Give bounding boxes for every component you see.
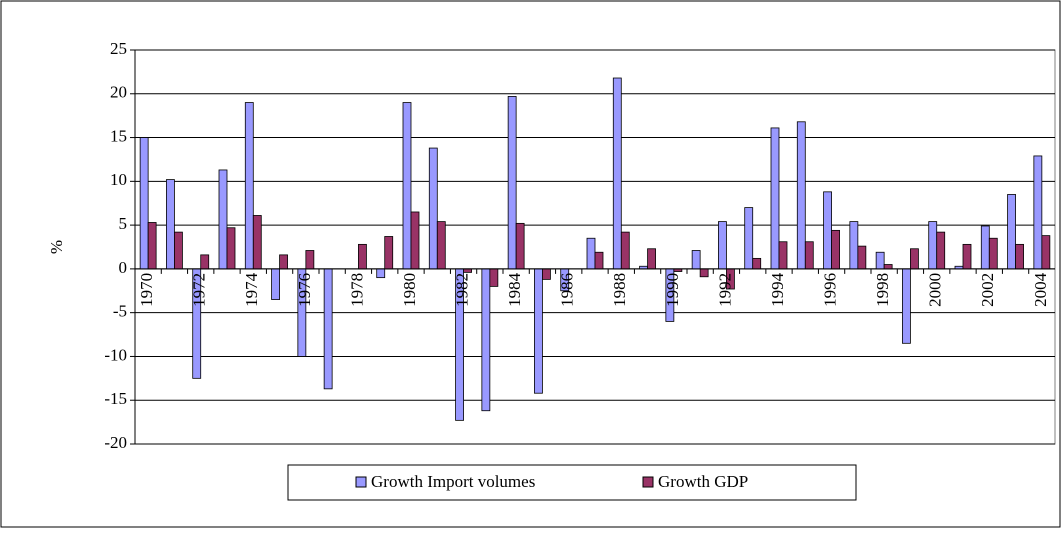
bar <box>226 227 236 270</box>
x-tick-label: 1986 <box>558 273 577 307</box>
bar <box>1007 194 1016 270</box>
bar <box>534 268 543 394</box>
y-tick-label: -10 <box>104 345 127 364</box>
bar <box>305 250 315 270</box>
bar <box>857 245 867 270</box>
bar <box>463 268 472 273</box>
y-tick-label: 25 <box>110 39 127 58</box>
bar <box>166 179 175 270</box>
bar <box>515 222 525 270</box>
y-tick-label: 10 <box>110 170 127 189</box>
bar <box>980 225 990 270</box>
bar <box>752 257 762 270</box>
bar <box>174 231 183 270</box>
x-tick-label: 1984 <box>505 272 524 307</box>
x-tick-label: 1972 <box>190 273 209 307</box>
bar <box>699 268 709 278</box>
x-tick-label: 1992 <box>715 273 734 307</box>
y-tick-label: -5 <box>113 302 127 321</box>
bar <box>252 215 262 270</box>
bar <box>279 254 288 270</box>
bar <box>770 127 780 270</box>
bar <box>271 268 280 300</box>
x-tick-label: 2000 <box>926 273 945 307</box>
x-tick-label: 1996 <box>820 273 839 307</box>
y-tick-label: 5 <box>119 214 128 233</box>
y-tick-label: -15 <box>104 389 127 408</box>
bar <box>489 268 499 287</box>
bar <box>402 102 412 270</box>
bar <box>647 248 656 270</box>
x-tick-label: 1974 <box>242 272 261 307</box>
bar <box>542 268 551 280</box>
y-tick-label: 15 <box>110 126 127 145</box>
legend-box <box>287 464 857 501</box>
x-tick-label: 1994 <box>768 272 787 307</box>
bar <box>218 169 228 270</box>
bar <box>410 211 420 270</box>
bar <box>831 229 840 270</box>
bar <box>323 268 333 390</box>
bar <box>612 77 622 270</box>
bar <box>910 248 919 270</box>
bar <box>436 221 446 270</box>
bar <box>718 221 727 270</box>
bar <box>139 137 149 270</box>
bar <box>594 251 604 270</box>
bar <box>936 231 946 270</box>
bar <box>962 243 972 270</box>
bar <box>384 236 394 270</box>
bar <box>358 243 367 270</box>
x-tick-label: 1976 <box>295 273 314 307</box>
bar <box>849 221 859 270</box>
bar <box>902 268 911 344</box>
bar <box>586 237 596 270</box>
bar <box>1041 235 1051 270</box>
x-tick-label: 1970 <box>137 273 156 307</box>
y-tick-label: 0 <box>119 258 128 277</box>
bar <box>823 191 832 270</box>
x-tick-label: 1998 <box>873 273 892 307</box>
bar <box>988 237 998 270</box>
bar <box>376 268 386 279</box>
bar <box>796 121 806 270</box>
legend-label: Growth Import volumes <box>371 472 535 491</box>
bar <box>883 264 893 270</box>
bar <box>928 221 938 270</box>
bar <box>507 96 517 270</box>
bar <box>428 147 438 270</box>
x-tick-label: 1978 <box>347 273 366 307</box>
bar <box>778 241 788 270</box>
bar <box>1015 243 1024 270</box>
bar <box>804 241 814 270</box>
x-tick-label: 1990 <box>663 273 682 307</box>
bar <box>147 222 157 270</box>
bar <box>1033 155 1043 270</box>
bar <box>744 207 754 270</box>
bar <box>875 251 885 270</box>
y-axis-label: % <box>47 240 66 254</box>
legend-label: Growth GDP <box>658 472 748 491</box>
x-tick-label: 1980 <box>400 273 419 307</box>
bar <box>691 250 701 270</box>
y-tick-label: -20 <box>104 433 127 452</box>
bar <box>620 231 630 270</box>
bar <box>200 254 210 270</box>
x-tick-label: 2002 <box>978 273 997 307</box>
x-tick-label: 1982 <box>452 273 471 307</box>
x-tick-label: 2004 <box>1031 272 1050 307</box>
x-tick-label: 1988 <box>610 273 629 307</box>
y-tick-label: 20 <box>110 83 127 102</box>
bar <box>481 268 491 412</box>
bar <box>244 102 254 270</box>
legend-swatch <box>355 476 367 488</box>
legend-swatch <box>642 476 654 488</box>
